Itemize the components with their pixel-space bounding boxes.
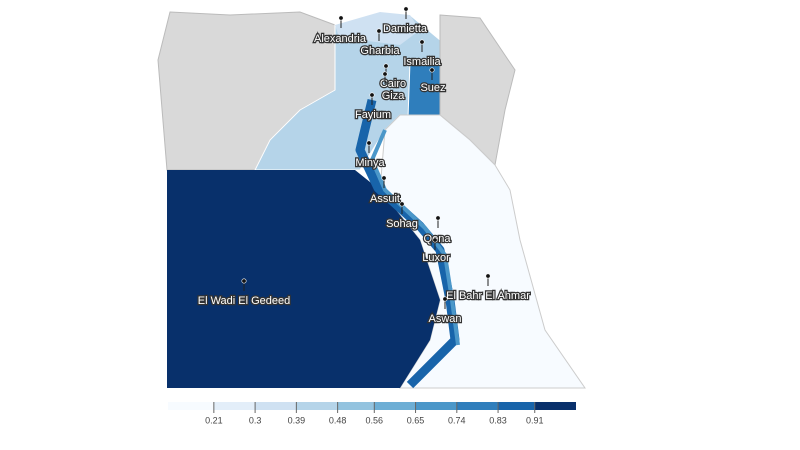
legend-tick-label: 0.3 — [249, 415, 262, 425]
pin-head — [338, 15, 344, 21]
legend-tick-label: 0.56 — [366, 415, 384, 425]
place-label: Fayium — [355, 109, 391, 121]
pin-head — [381, 175, 387, 181]
pin-head — [366, 140, 372, 146]
place-label: Cairo — [380, 78, 406, 90]
pin-head — [399, 201, 405, 207]
nile-valley-light — [369, 129, 460, 346]
pin-head — [383, 63, 389, 69]
legend-tick-label: 0.91 — [526, 415, 544, 425]
pin-head — [241, 278, 247, 284]
legend-swatch — [213, 402, 256, 410]
pin-head — [382, 71, 388, 77]
place-label: Luxor — [422, 252, 450, 264]
legend-tick-label: 0.65 — [407, 415, 425, 425]
pin-head — [376, 28, 382, 34]
legend-swatch — [296, 402, 338, 410]
legend: 0.21 0.3 0.39 0.48 0.56 0.65 0.74 0.83 0.91 — [168, 402, 576, 425]
legend-swatch — [168, 402, 214, 410]
legend-swatch — [255, 402, 297, 410]
place-label: Giza — [382, 90, 406, 102]
place-label: Assuit — [370, 193, 400, 205]
pin-head — [369, 92, 375, 98]
place-label: Alexandria — [314, 33, 367, 45]
place-label: Gharbia — [360, 45, 400, 57]
place-label: Sohag — [386, 218, 418, 230]
place-label: Suez — [420, 82, 445, 94]
legend-swatch — [374, 402, 416, 410]
region-north-light — [335, 12, 420, 45]
place-label: Damietta — [383, 23, 428, 35]
legend-swatch — [337, 402, 375, 410]
place-label: Ismailia — [403, 56, 441, 68]
pin-head — [419, 39, 425, 45]
pin-head — [485, 273, 491, 279]
place-label: Qena — [424, 233, 452, 245]
legend-tick-label: 0.83 — [489, 415, 507, 425]
legend-tick-label: 0.21 — [205, 415, 223, 425]
pin-head — [435, 215, 441, 221]
legend-tick-label: 0.74 — [448, 415, 466, 425]
place-label: Minya — [355, 157, 385, 169]
legend-swatch — [456, 402, 499, 410]
pin-head — [429, 67, 435, 73]
legend-swatch — [415, 402, 457, 410]
legend-swatch — [498, 402, 535, 410]
pin-head — [442, 296, 448, 302]
pin-head — [432, 237, 438, 243]
legend-tick-label: 0.39 — [288, 415, 306, 425]
place-label: El Wadi El Gedeed — [198, 295, 291, 307]
legend-swatch — [534, 402, 576, 410]
legend-tick-label: 0.48 — [329, 415, 347, 425]
pin-head — [403, 6, 409, 12]
region-west — [167, 170, 440, 388]
place-label: El Bahr El Ahmar — [446, 290, 530, 302]
place-label: Aswan — [428, 313, 461, 325]
